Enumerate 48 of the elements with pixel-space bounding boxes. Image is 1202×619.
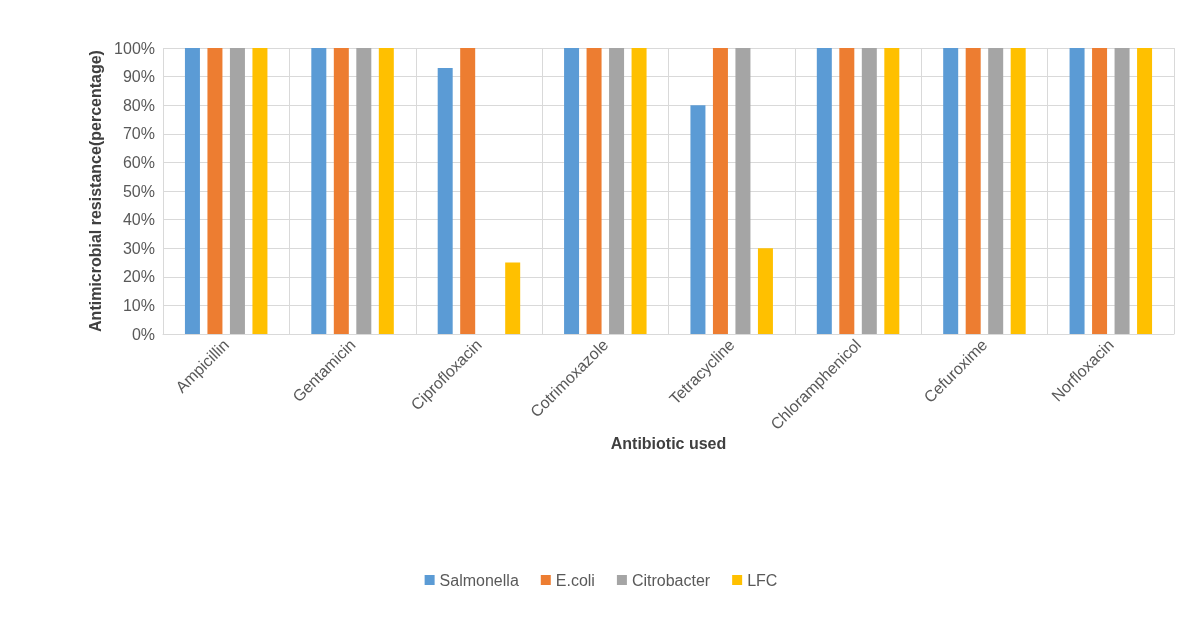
bar (437, 68, 453, 334)
bar (631, 48, 647, 334)
bar (735, 48, 751, 334)
legend-label: E.coli (555, 571, 595, 589)
bar (965, 48, 981, 334)
bar (690, 105, 706, 334)
y-tick-label: 100% (114, 39, 155, 57)
bar (943, 48, 959, 334)
y-tick-label: 80% (122, 96, 155, 114)
y-tick-label: 40% (122, 211, 155, 229)
bar (1137, 48, 1153, 334)
y-tick-label: 30% (122, 239, 155, 257)
bar (356, 48, 372, 334)
y-tick-label: 60% (122, 153, 155, 171)
bar (1069, 48, 1085, 334)
y-tick-label: 10% (122, 296, 155, 314)
bar (586, 48, 602, 334)
bar (378, 48, 394, 334)
y-tick-label: 50% (122, 182, 155, 200)
bar (460, 48, 476, 334)
y-tick-label: 70% (122, 125, 155, 143)
bar (712, 48, 728, 334)
bar (861, 48, 877, 334)
x-axis-title: Antibiotic used (610, 435, 727, 453)
bar (229, 48, 245, 334)
bar (505, 262, 521, 334)
bar (988, 48, 1004, 334)
bar (1114, 48, 1130, 334)
y-tick-label: 0% (131, 325, 155, 343)
bar (1010, 48, 1026, 334)
bar (884, 48, 900, 334)
y-axis-title: Antimicrobial resistance(percentage) (86, 50, 104, 332)
bar (252, 48, 268, 334)
bar (816, 48, 832, 334)
bar (184, 48, 200, 334)
legend-label: Salmonella (439, 571, 519, 589)
bar (207, 48, 223, 334)
y-tick-label: 90% (122, 68, 155, 86)
y-tick-label: 20% (122, 268, 155, 286)
bar (333, 48, 349, 334)
bar (1092, 48, 1108, 334)
bar (564, 48, 580, 334)
bar (757, 248, 773, 334)
legend-label: LFC (747, 571, 778, 589)
bar (839, 48, 855, 334)
bar (311, 48, 327, 334)
legend-label: Citrobacter (631, 571, 711, 589)
bar (609, 48, 625, 334)
